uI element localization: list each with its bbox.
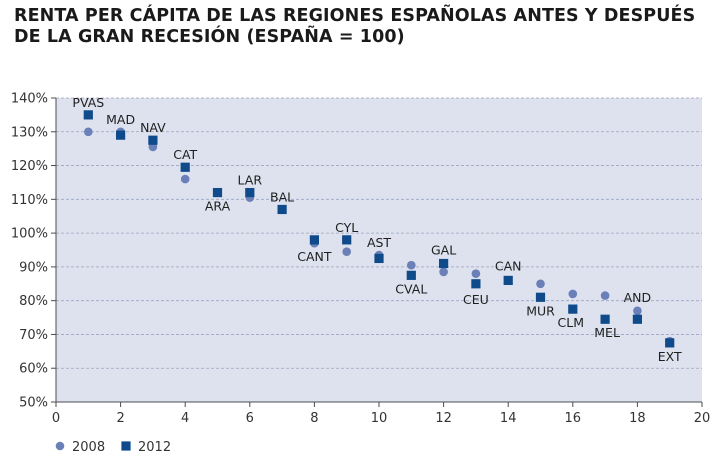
point-2012 (535, 292, 546, 302)
x-tick-label: 20 (694, 411, 711, 426)
point-label: CAT (173, 147, 197, 162)
point-2012 (600, 314, 610, 324)
chart-title-line-1: RENTA PER CÁPITA DE LAS REGIONES ESPAÑOL… (14, 6, 696, 26)
point-2008 (471, 269, 481, 278)
point-2008 (536, 279, 545, 289)
point-2012 (148, 135, 158, 145)
y-tick-label: 110% (11, 193, 48, 208)
y-tick-label: 130% (11, 125, 48, 140)
point-label: CAN (495, 258, 522, 273)
point-label: AST (367, 235, 391, 250)
point-2012 (180, 162, 190, 172)
point-2012 (406, 270, 416, 280)
point-label: BAL (270, 189, 294, 204)
point-label: CVAL (395, 281, 427, 296)
point-label: CEU (463, 292, 489, 307)
point-2008 (600, 291, 610, 300)
x-tick-label: 10 (371, 411, 388, 426)
point-2012 (665, 338, 675, 348)
x-tick-label: 6 (246, 411, 254, 426)
point-2012 (503, 275, 513, 285)
point-label: EXT (658, 349, 682, 364)
point-2012 (277, 204, 287, 215)
x-tick-label: 14 (500, 411, 517, 426)
point-label: LAR (238, 173, 263, 188)
point-2012 (374, 253, 384, 264)
point-2008 (342, 247, 352, 256)
point-2008 (180, 174, 190, 184)
x-tick-label: 18 (629, 411, 646, 426)
point-2008 (633, 306, 642, 316)
point-label: MUR (526, 303, 555, 318)
point-label: ARA (205, 199, 231, 214)
y-tick-label: 50% (19, 396, 48, 411)
point-label: AND (624, 290, 652, 305)
point-2008 (407, 260, 416, 270)
plot-area (56, 98, 702, 402)
point-2012 (116, 130, 126, 140)
x-tick-label: 0 (52, 411, 60, 426)
point-2008 (568, 289, 578, 299)
y-tick-label: 120% (11, 159, 48, 174)
point-label: MAD (106, 112, 135, 127)
point-2008 (84, 127, 93, 137)
x-tick-label: 2 (116, 411, 124, 426)
point-2012 (568, 304, 578, 314)
legend-marker-2008 (55, 441, 65, 451)
point-2008 (439, 267, 448, 277)
y-tick-label: 90% (19, 260, 48, 275)
chart-title-line-2: DE LA GRAN RECESIÓN (ESPAÑA = 100) (14, 27, 405, 47)
chart-title: RENTA PER CÁPITA DE LAS REGIONES ESPAÑOL… (14, 6, 704, 48)
x-tick-label: 16 (565, 411, 582, 426)
point-label: CLM (558, 315, 584, 330)
point-2008 (148, 142, 158, 152)
point-2012 (245, 187, 255, 198)
point-label: CANT (297, 249, 332, 264)
point-label: MEL (594, 325, 620, 340)
point-2012 (471, 279, 481, 289)
point-label: CYL (335, 220, 358, 235)
legend-label: 2012 (138, 440, 171, 455)
x-tick-label: 4 (181, 411, 189, 426)
point-label: PVAS (72, 95, 104, 110)
y-tick-label: 80% (19, 294, 48, 309)
legend-label: 2008 (72, 440, 105, 455)
point-2012 (439, 258, 449, 269)
point-2012 (212, 187, 223, 198)
point-label: NAV (140, 120, 166, 135)
y-tick-label: 60% (19, 362, 48, 377)
point-2012 (83, 110, 93, 120)
x-tick-label: 8 (310, 411, 318, 426)
x-tick-label: 12 (435, 411, 452, 426)
legend-marker-2012 (121, 441, 131, 451)
y-tick-label: 100% (11, 227, 48, 242)
point-2012 (342, 235, 352, 245)
point-2012 (309, 235, 319, 245)
point-2012 (632, 314, 642, 324)
point-label: GAL (431, 243, 456, 258)
y-tick-label: 70% (19, 328, 48, 343)
y-tick-label: 140% (11, 92, 48, 107)
